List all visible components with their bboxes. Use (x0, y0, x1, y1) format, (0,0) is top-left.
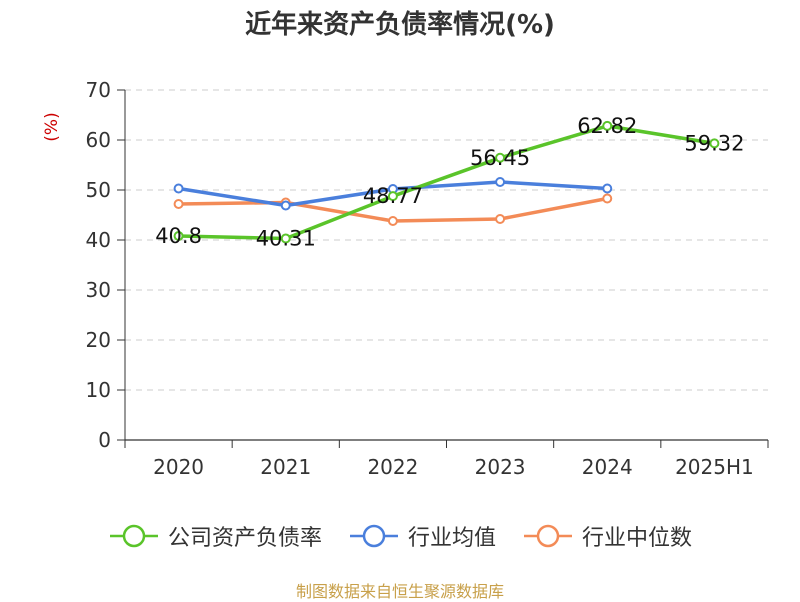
y-tick-label: 20 (86, 328, 111, 352)
x-tick-label: 2025H1 (675, 455, 754, 479)
y-tick-label: 30 (86, 278, 111, 302)
legend-label: 行业均值 (407, 526, 496, 551)
legend-item[interactable]: 行业中位数 (522, 520, 692, 552)
data-point (495, 177, 506, 187)
data-source-note: 制图数据来自恒生聚源数据库 (295, 582, 504, 601)
data-label: 56.45 (470, 146, 530, 170)
data-point (602, 193, 613, 204)
data-point (280, 200, 291, 211)
legend-swatch-icon (109, 524, 158, 548)
data-point (387, 216, 398, 226)
data-point (173, 199, 184, 209)
y-tick-label: 0 (98, 428, 111, 452)
x-tick-label: 2023 (475, 455, 526, 479)
x-tick-label: 2021 (260, 455, 311, 479)
legend-swatch-icon (349, 524, 398, 548)
chart-title: 近年来资产负债率情况(%) (245, 10, 555, 40)
x-tick-label: 2024 (582, 455, 633, 479)
data-point (602, 183, 613, 194)
data-point (280, 233, 291, 244)
data-label: 40.31 (256, 226, 316, 250)
data-point (709, 138, 720, 149)
data-label: 40.8 (155, 224, 202, 248)
data-point (173, 183, 184, 194)
x-tick-label: 2022 (367, 455, 418, 479)
data-label: 59.32 (684, 131, 744, 155)
legend-item[interactable]: 公司资产负债率 (108, 520, 322, 552)
data-point (495, 152, 506, 163)
data-point (173, 231, 184, 241)
y-tick-label: 40 (86, 228, 111, 252)
y-tick-label: 50 (86, 178, 111, 202)
data-point (495, 214, 506, 224)
legend-label: 行业中位数 (582, 526, 693, 551)
legend-item[interactable]: 行业均值 (348, 520, 496, 552)
legend-swatch-icon (524, 524, 572, 548)
data-point (602, 120, 613, 131)
chart-legend: 公司资产负债率 行业均值 行业中位数 (0, 520, 800, 552)
series-line (176, 124, 717, 241)
y-tick-label: 70 (86, 78, 111, 102)
data-point (387, 191, 398, 202)
y-tick-label: 60 (86, 128, 111, 152)
data-label: 48.77 (363, 184, 423, 208)
data-label: 62.82 (577, 114, 637, 138)
x-tick-label: 2020 (153, 455, 204, 479)
y-tick-label: 10 (86, 378, 111, 402)
legend-label: 公司资产负债率 (167, 526, 322, 551)
